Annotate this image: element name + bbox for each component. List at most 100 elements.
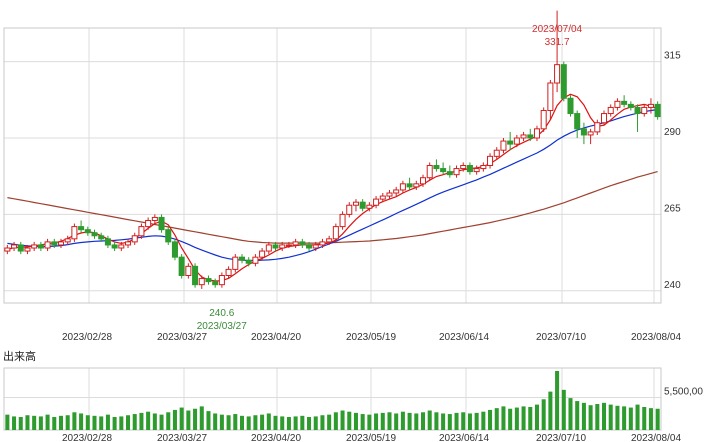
price-x-tick-label: 2023/08/04	[631, 332, 681, 343]
candle-up	[500, 140, 507, 151]
candle-down	[440, 168, 447, 173]
candle-up	[259, 250, 266, 258]
volume-bar	[12, 416, 17, 430]
volume-bar	[434, 412, 439, 430]
volume-bar	[126, 415, 131, 430]
candle-up	[647, 103, 654, 108]
volume-bar	[380, 412, 385, 430]
candle-up	[352, 201, 359, 206]
candle-up	[285, 244, 292, 247]
candle-up	[554, 64, 561, 84]
volume-bar	[534, 404, 539, 430]
volume-x-tick-label: 2023/07/10	[536, 433, 586, 442]
candle-down	[111, 244, 118, 249]
volume-bar	[374, 413, 379, 430]
volume-bar	[132, 414, 137, 430]
price-x-tick-label: 2023/03/27	[157, 332, 207, 343]
candle-up	[218, 275, 225, 286]
price-x-tick-label: 2023/06/14	[439, 332, 489, 343]
candle-up	[493, 149, 500, 157]
candle-down	[98, 235, 105, 240]
candle-down	[272, 244, 279, 249]
candle-up	[426, 165, 433, 179]
volume-bar	[239, 415, 245, 430]
volume-bar	[273, 415, 278, 430]
ma-short-line	[7, 93, 658, 282]
volume-bar	[615, 405, 620, 430]
candle-up	[587, 131, 594, 136]
volume-bar	[642, 406, 647, 430]
candle-down	[359, 201, 366, 209]
volume-bar	[266, 413, 271, 430]
volume-x-tick-label: 2023/04/20	[251, 433, 301, 442]
candle-down	[567, 97, 574, 115]
price-y-tick-label: 240	[664, 280, 681, 291]
candle-up	[232, 256, 239, 270]
candle-down	[171, 241, 178, 258]
candle-down	[178, 256, 185, 276]
candle-up	[366, 204, 373, 209]
volume-bar	[260, 414, 265, 430]
candle-down	[238, 256, 246, 261]
candle-down	[306, 244, 313, 249]
candle-down	[158, 216, 165, 231]
price-y-tick-label: 290	[664, 127, 681, 138]
price-x-tick-label: 2023/07/10	[536, 332, 586, 343]
volume-bar	[568, 398, 573, 430]
volume-bar	[602, 402, 607, 430]
volume-bar	[65, 415, 70, 430]
candle-down	[91, 232, 98, 237]
volume-bar	[648, 408, 653, 430]
volume-bar	[555, 370, 560, 430]
volume-bar	[387, 412, 392, 430]
candlestick-chart: 315 290 265 240 2023/02/28 2023/03/27 2023/04/…	[3, 10, 681, 343]
volume-bar	[628, 407, 633, 430]
candle-up	[393, 189, 400, 194]
candle-down	[507, 140, 514, 145]
candle-up	[413, 183, 420, 188]
candle-down	[406, 183, 413, 188]
volume-bar	[152, 413, 157, 430]
volume-bar	[253, 415, 258, 430]
candle-down	[192, 265, 199, 286]
candle-up	[64, 238, 71, 243]
volume-bar	[286, 417, 291, 430]
candle-up	[487, 155, 494, 166]
volume-bar	[400, 411, 405, 430]
candle-down	[446, 171, 453, 176]
candle-down	[654, 103, 661, 118]
volume-bar	[622, 406, 627, 430]
candle-up	[399, 183, 406, 191]
volume-bar	[427, 410, 432, 430]
volume-chart-title: 出来高	[3, 351, 36, 363]
candle-up	[540, 110, 547, 130]
volume-bar	[481, 411, 486, 430]
volume-bar	[199, 406, 204, 430]
volume-bar	[226, 415, 231, 430]
candle-up	[279, 244, 286, 249]
candle-down	[212, 281, 219, 286]
candle-up	[453, 168, 460, 176]
volume-bar	[420, 412, 426, 430]
candle-down	[51, 241, 58, 246]
candle-up	[265, 244, 272, 252]
candle-up	[118, 244, 125, 249]
candle-up	[641, 106, 648, 115]
volume-bar	[575, 401, 580, 430]
candle-up	[11, 244, 18, 249]
candle-up	[533, 128, 540, 139]
volume-bar	[119, 416, 124, 430]
volume-plot-frame	[3, 367, 662, 431]
volume-bar	[588, 405, 593, 430]
volume-bar	[561, 389, 566, 430]
volume-bar	[186, 410, 191, 430]
candle-up	[460, 165, 467, 170]
volume-bar	[233, 414, 238, 430]
candle-up	[24, 247, 31, 252]
high-date-annotation: 2023/07/04	[532, 24, 582, 35]
volume-bar	[595, 404, 600, 430]
candle-up	[138, 226, 145, 237]
volume-bar	[159, 414, 164, 430]
